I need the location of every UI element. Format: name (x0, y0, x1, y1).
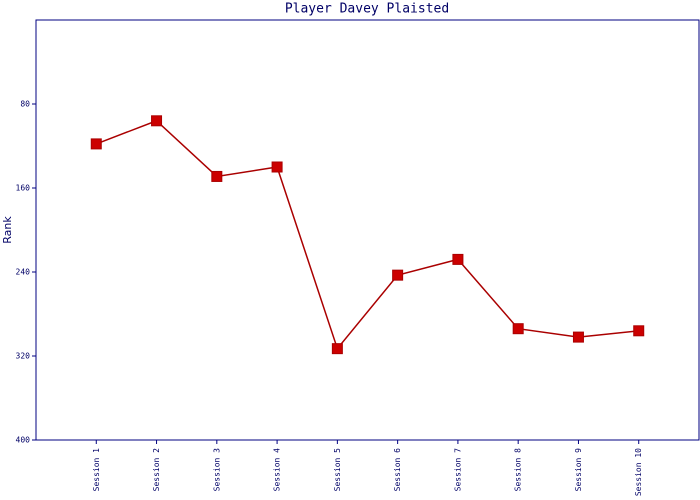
x-tick-label: Session 6 (393, 448, 402, 492)
marker (572, 331, 584, 343)
y-tick-label: 160 (16, 184, 31, 193)
x-tick-label: Session 8 (514, 448, 523, 492)
x-tick-label: Session 4 (273, 448, 282, 492)
marker (452, 253, 464, 265)
marker (211, 170, 223, 182)
x-tick-label: Session 9 (574, 448, 583, 492)
x-tick-label: Session 5 (333, 448, 342, 492)
marker (151, 115, 163, 127)
y-tick-label: 320 (16, 352, 31, 361)
marker (271, 161, 283, 173)
y-tick-label: 80 (20, 100, 30, 109)
x-tick-label: Session 2 (152, 448, 161, 492)
x-tick-label: Session 10 (634, 448, 643, 496)
y-tick-label: 240 (16, 268, 31, 277)
x-tick-label: Session 7 (453, 448, 462, 492)
chart-title: Player Davey Plaisted (285, 2, 449, 17)
marker (392, 269, 404, 281)
marker (512, 323, 524, 335)
marker (633, 325, 645, 337)
y-axis-label: Rank (1, 216, 14, 244)
marker (90, 138, 102, 150)
y-tick-label: 400 (16, 436, 31, 445)
plot-frame (35, 19, 700, 441)
x-tick-label: Session 1 (92, 448, 101, 492)
line (96, 119, 639, 351)
x-tick-label: Session 3 (212, 448, 221, 492)
marker (331, 343, 343, 355)
